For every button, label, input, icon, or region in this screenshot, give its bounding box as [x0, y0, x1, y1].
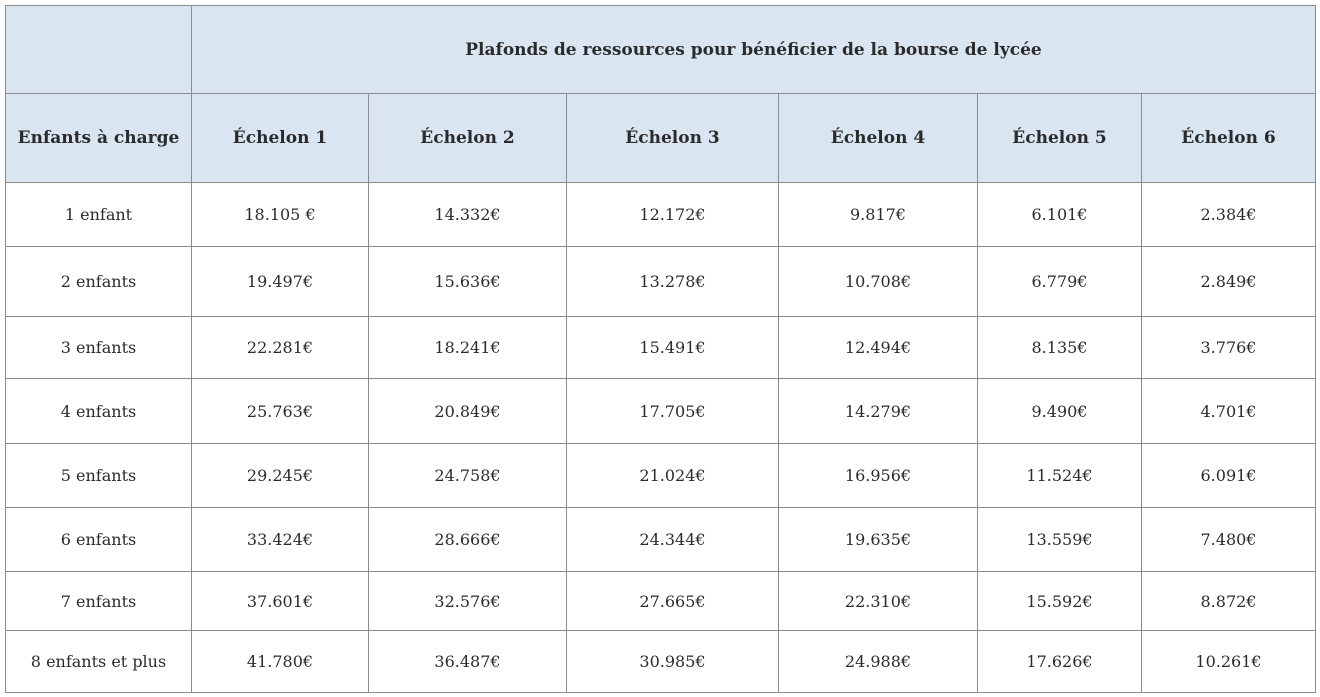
table-cell: 22.281€	[191, 316, 369, 379]
table-cell: 18.241€	[368, 316, 567, 379]
table-cell: 15.636€	[368, 246, 567, 317]
table-row: 5 enfants 29.245€ 24.758€ 21.024€ 16.956…	[5, 443, 1316, 508]
table-cell: 21.024€	[566, 443, 779, 508]
row-label: 1 enfant	[5, 182, 192, 247]
table-cell: 14.332€	[368, 182, 567, 247]
table-cell: 29.245€	[191, 443, 369, 508]
table-cell: 28.666€	[368, 507, 567, 572]
table-cell: 17.705€	[566, 378, 779, 444]
table-cell: 2.849€	[1141, 246, 1316, 317]
group-header: Plafonds de ressources pour bénéficier d…	[191, 5, 1316, 94]
income-ceiling-table: Plafonds de ressources pour bénéficier d…	[5, 5, 1316, 693]
row-label: 7 enfants	[5, 571, 192, 631]
table-cell: 8.135€	[977, 316, 1142, 379]
table-cell: 19.635€	[778, 507, 978, 572]
table-cell: 9.490€	[977, 378, 1142, 444]
table-row: 8 enfants et plus 41.780€ 36.487€ 30.985…	[5, 630, 1316, 693]
table-cell: 25.763€	[191, 378, 369, 444]
table-cell: 20.849€	[368, 378, 567, 444]
table-corner-cell	[5, 5, 192, 94]
table-row: 4 enfants 25.763€ 20.849€ 17.705€ 14.279…	[5, 378, 1316, 444]
table-cell: 13.559€	[977, 507, 1142, 572]
table-row: 2 enfants 19.497€ 15.636€ 13.278€ 10.708…	[5, 246, 1316, 317]
table-cell: 27.665€	[566, 571, 779, 631]
table-cell: 14.279€	[778, 378, 978, 444]
table-cell: 24.758€	[368, 443, 567, 508]
row-label: 3 enfants	[5, 316, 192, 379]
table-cell: 6.779€	[977, 246, 1142, 317]
column-header-echelon-2: Échelon 2	[368, 93, 567, 183]
row-label: 4 enfants	[5, 378, 192, 444]
row-label: 6 enfants	[5, 507, 192, 572]
table-cell: 32.576€	[368, 571, 567, 631]
table-cell: 9.817€	[778, 182, 978, 247]
table-cell: 17.626€	[977, 630, 1142, 693]
table-cell: 24.988€	[778, 630, 978, 693]
column-header-echelon-6: Échelon 6	[1141, 93, 1316, 183]
table-cell: 41.780€	[191, 630, 369, 693]
table-cell: 11.524€	[977, 443, 1142, 508]
table-cell: 13.278€	[566, 246, 779, 317]
table-cell: 10.261€	[1141, 630, 1316, 693]
table-cell: 33.424€	[191, 507, 369, 572]
table-cell: 12.494€	[778, 316, 978, 379]
row-label: 2 enfants	[5, 246, 192, 317]
table-cell: 16.956€	[778, 443, 978, 508]
column-header-echelon-1: Échelon 1	[191, 93, 369, 183]
table-cell: 10.708€	[778, 246, 978, 317]
table-cell: 3.776€	[1141, 316, 1316, 379]
table-cell: 7.480€	[1141, 507, 1316, 572]
table-cell: 24.344€	[566, 507, 779, 572]
table-cell: 15.592€	[977, 571, 1142, 631]
column-header-echelon-3: Échelon 3	[566, 93, 779, 183]
table-row: 7 enfants 37.601€ 32.576€ 27.665€ 22.310…	[5, 571, 1316, 631]
table-row: 1 enfant 18.105 € 14.332€ 12.172€ 9.817€…	[5, 182, 1316, 247]
table-row: 3 enfants 22.281€ 18.241€ 15.491€ 12.494…	[5, 316, 1316, 379]
column-header-echelon-5: Échelon 5	[977, 93, 1142, 183]
table-row: 6 enfants 33.424€ 28.666€ 24.344€ 19.635…	[5, 507, 1316, 572]
table-cell: 30.985€	[566, 630, 779, 693]
table-cell: 18.105 €	[191, 182, 369, 247]
table-cell: 19.497€	[191, 246, 369, 317]
table-cell: 4.701€	[1141, 378, 1316, 444]
column-header-echelon-4: Échelon 4	[778, 93, 978, 183]
row-label: 5 enfants	[5, 443, 192, 508]
row-label: 8 enfants et plus	[5, 630, 192, 693]
table-cell: 22.310€	[778, 571, 978, 631]
table-cell: 15.491€	[566, 316, 779, 379]
table-cell: 2.384€	[1141, 182, 1316, 247]
table-cell: 37.601€	[191, 571, 369, 631]
table-cell: 36.487€	[368, 630, 567, 693]
table-cell: 6.091€	[1141, 443, 1316, 508]
table-cell: 8.872€	[1141, 571, 1316, 631]
table-cell: 6.101€	[977, 182, 1142, 247]
column-header-children: Enfants à charge	[5, 93, 192, 183]
table-cell: 12.172€	[566, 182, 779, 247]
